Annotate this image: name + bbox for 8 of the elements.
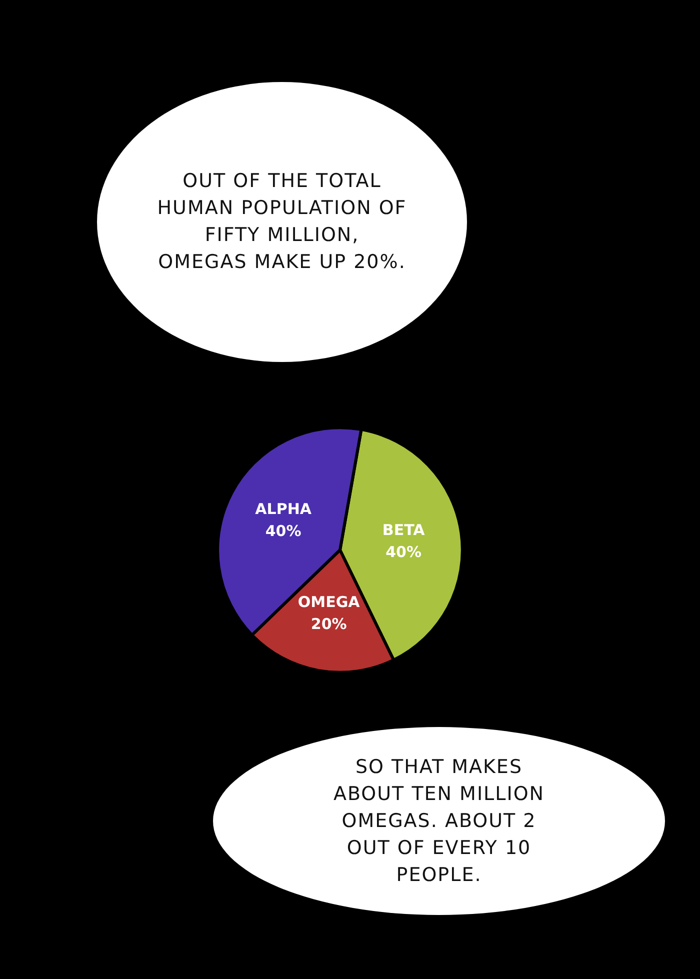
text: OUT OF THE TOTAL HUMAN POPULATION OF FIFTY MILLION, OMEGAS MAKE UP 20%. (157, 169, 407, 275)
slice-label: ALPHA (255, 500, 312, 518)
data-label: 40% (265, 522, 302, 540)
slice-label: BETA (382, 521, 426, 540)
slice-label: OMEGA (298, 593, 360, 612)
text: SO THAT MAKES ABOUT TEN MILLION OMEGAS. ABOUT 2 OUT OF EVERY 10 PEOPLE. (332, 754, 546, 888)
data-label: 40% (386, 543, 422, 562)
data-label: 20% (310, 615, 347, 634)
